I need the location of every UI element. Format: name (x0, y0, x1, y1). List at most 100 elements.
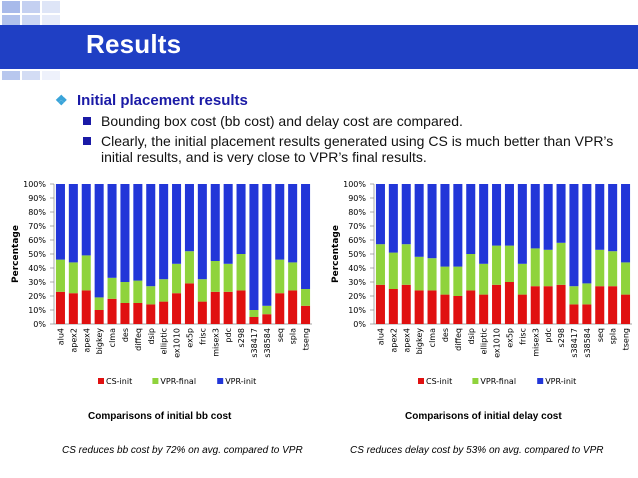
diamond-bullet-icon: ❖ (55, 92, 68, 108)
bar-vpr-init-bigkey (414, 184, 424, 257)
bar-vpr-init-apex2 (388, 184, 398, 253)
y-tick-label: 20% (28, 292, 46, 301)
bar-vpr-final-elliptic (159, 279, 169, 302)
bar-vpr-final-s298 (236, 254, 246, 291)
legend-label: VPR-init (545, 377, 576, 386)
header-tile (2, 1, 20, 13)
bar-vpr-final-ex1010 (492, 245, 502, 285)
x-tick-label: ex5p (505, 328, 514, 348)
bar-cs-init-bigkey (94, 310, 104, 324)
sub-bullet-text: Clearly, the initial placement results g… (101, 133, 614, 165)
x-tick-label: apex2 (389, 328, 398, 353)
bar-vpr-final-spla (608, 251, 618, 287)
bar-cs-init-dsip (466, 290, 476, 324)
bar-cs-init-clma (107, 298, 117, 324)
x-tick-label: s38584 (263, 328, 272, 358)
bar-vpr-final-pdc (543, 249, 553, 287)
bar-vpr-init-frisc (517, 184, 527, 264)
bar-cs-init-frisc (197, 301, 207, 324)
bar-vpr-final-diffeq (453, 266, 463, 296)
bar-vpr-final-ex5p (184, 251, 194, 284)
bb-cost-chart-svg: Percentage 0% 10% 20% 30% 40% 50% 60% 70% 80% 90% 1… (11, 180, 312, 386)
bar-cs-init-alu4 (55, 291, 65, 324)
legend-swatch (537, 378, 544, 384)
bar-cs-init-spla (288, 290, 298, 324)
x-tick-label: des (441, 328, 450, 342)
x-tick-label: frisc (518, 328, 527, 345)
bar-cs-init-ex1010 (172, 293, 182, 324)
bar-cs-init-dsip (146, 304, 156, 324)
main-bullet: ❖ Initial placement results (55, 92, 615, 109)
bar-cs-init-apex4 (401, 284, 411, 324)
bar-cs-init-s38417 (249, 317, 259, 324)
main-bullet-text: Initial placement results (77, 92, 248, 109)
bar-cs-init-apex2 (388, 289, 398, 324)
x-tick-label: bigkey (95, 328, 104, 355)
bar-cs-init-s38417 (569, 304, 579, 324)
bar-cs-init-des (120, 303, 130, 324)
bar-vpr-init-spla (288, 184, 298, 263)
y-tick-label: 90% (348, 194, 366, 203)
bar-vpr-init-pdc (543, 184, 553, 250)
y-tick-label: 60% (348, 236, 366, 245)
bar-vpr-init-alu4 (55, 184, 65, 260)
legend-swatch (472, 378, 479, 384)
bar-vpr-final-s298 (556, 242, 566, 285)
y-tick-label: 70% (28, 222, 46, 231)
legend-swatch (98, 378, 104, 384)
sub-bullet: Clearly, the initial placement results g… (83, 133, 615, 165)
legend-label: VPR-init (225, 377, 256, 386)
bar-cs-init-diffeq (453, 296, 463, 324)
x-tick-label: dsip (467, 328, 476, 345)
bar-cs-init-apex4 (81, 290, 91, 324)
x-tick-label: s298 (237, 328, 246, 347)
x-tick-label: seq (596, 328, 605, 342)
sub-bullet: Bounding box cost (bb cost) and delay co… (83, 113, 615, 129)
x-tick-label: misex3 (211, 328, 220, 357)
x-tick-label: elliptic (160, 328, 169, 354)
y-tick-label: 40% (28, 264, 46, 273)
bar-vpr-final-seq (595, 249, 605, 287)
bar-vpr-init-s38584 (582, 184, 592, 284)
y-tick-label: 10% (28, 306, 46, 315)
bar-vpr-init-des (440, 184, 450, 267)
x-tick-label: ex1010 (173, 328, 182, 358)
bb-note: CS reduces bb cost by 72% on avg. compar… (62, 445, 303, 456)
title-band (0, 25, 638, 69)
bar-vpr-init-misex3 (530, 184, 540, 249)
header-tile (42, 1, 60, 13)
x-tick-label: s38584 (583, 328, 592, 358)
y-tick-label: 50% (348, 250, 366, 259)
bar-vpr-init-elliptic (479, 184, 489, 264)
bullet-list: ❖ Initial placement results Bounding box… (55, 92, 615, 165)
x-tick-label: clma (108, 328, 117, 347)
bar-vpr-init-des (120, 184, 130, 282)
x-tick-label: ex1010 (493, 328, 502, 358)
bar-cs-init-diffeq (133, 303, 143, 324)
bar-vpr-init-s298 (556, 184, 566, 243)
square-bullet-icon (83, 137, 91, 145)
bar-vpr-init-misex3 (210, 184, 220, 261)
delay-chart-caption: Comparisons of initial delay cost (405, 411, 562, 422)
x-tick-label: tseng (622, 328, 631, 350)
header-tile (42, 15, 60, 27)
x-tick-label: misex3 (531, 328, 540, 357)
y-axis-label: Percentage (331, 225, 341, 283)
bar-vpr-init-alu4 (375, 184, 385, 245)
bar-vpr-init-tseng (621, 184, 631, 263)
bar-vpr-init-ex5p (504, 184, 514, 246)
bar-cs-init-ex5p (184, 283, 194, 324)
bb-cost-chart: Percentage 0% 10% 20% 30% 40% 50% 60% 70% 80% 90% 1… (6, 176, 318, 396)
bar-vpr-init-spla (608, 184, 618, 252)
delay-note: CS reduces delay cost by 53% on avg. com… (350, 445, 604, 456)
bar-vpr-final-seq (275, 259, 285, 294)
bar-cs-init-s38584 (582, 304, 592, 324)
square-bullet-icon (83, 117, 91, 125)
bar-vpr-final-bigkey (94, 297, 104, 310)
header-tile (22, 71, 40, 80)
y-tick-label: 30% (348, 278, 366, 287)
header-tile (2, 15, 20, 27)
x-tick-label: frisc (198, 328, 207, 345)
x-tick-label: elliptic (480, 328, 489, 354)
bar-vpr-final-ex5p (504, 245, 514, 282)
